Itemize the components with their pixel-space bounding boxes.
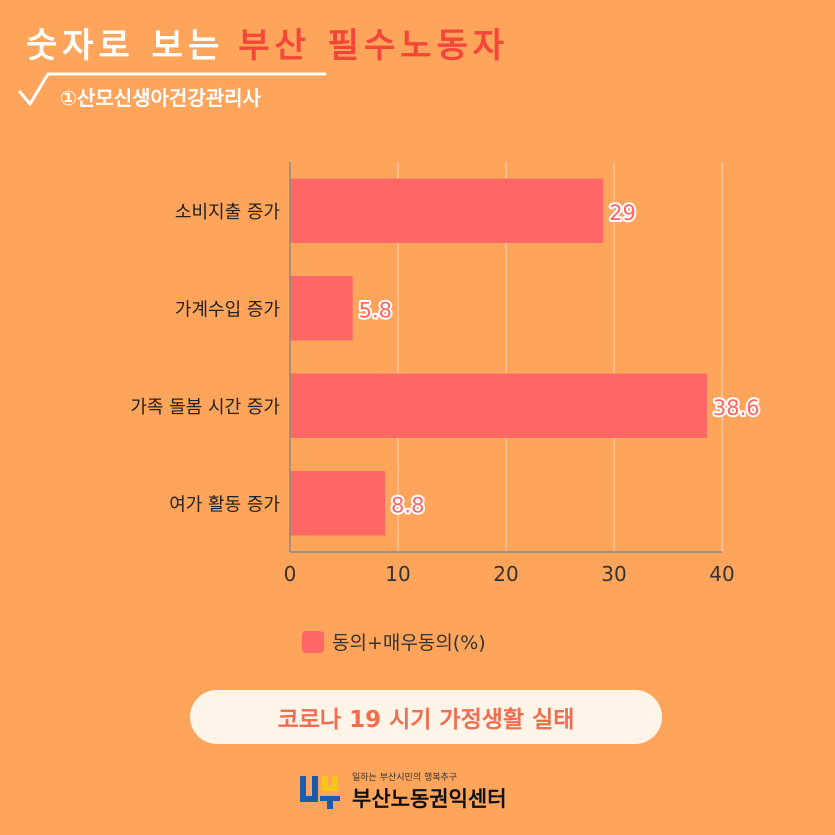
title-part1: 숫자로 보는	[26, 26, 225, 66]
x-tick-label: 0	[284, 562, 297, 586]
logo-mark-icon	[300, 775, 340, 809]
x-tick-label: 20	[493, 562, 518, 586]
bar	[290, 373, 707, 438]
category-label: 가족 돌봄 시간 증가	[130, 397, 280, 418]
bar	[290, 178, 604, 243]
bar	[290, 471, 386, 536]
category-label: 여가 활동 증가	[169, 494, 280, 515]
logo-slogan: 일하는 부산시민의 행복추구	[352, 773, 458, 783]
data-label: 5.8	[359, 298, 392, 322]
data-label: 29	[609, 201, 636, 225]
bar	[290, 276, 353, 341]
x-tick-label: 30	[601, 562, 626, 586]
category-label: 소비지출 증가	[175, 202, 280, 223]
data-label: 8.8	[391, 493, 424, 517]
caption-text: 코로나 19 시기 가정생활 실태	[277, 707, 575, 733]
legend-label: 동의+매우동의(%)	[332, 632, 486, 654]
x-tick-label: 40	[709, 562, 734, 586]
subtitle: ①산모신생아건강관리사	[60, 86, 261, 110]
page-title: 숫자로 보는 부산 필수노동자	[26, 18, 509, 67]
chart-legend: 동의+매우동의(%)	[302, 628, 486, 655]
x-tick-label: 10	[385, 562, 410, 586]
logo: 일하는 부산시민의 행복추구 부산노동권익센터	[298, 770, 507, 813]
title-part2: 부산 필수노동자	[238, 26, 510, 66]
logo-name: 부산노동권익센터	[352, 787, 507, 811]
caption-pill: 코로나 19 시기 가정생활 실태	[190, 690, 662, 744]
category-label: 가계수입 증가	[175, 299, 280, 320]
legend-swatch	[302, 630, 324, 653]
data-label: 38.6	[713, 396, 760, 420]
